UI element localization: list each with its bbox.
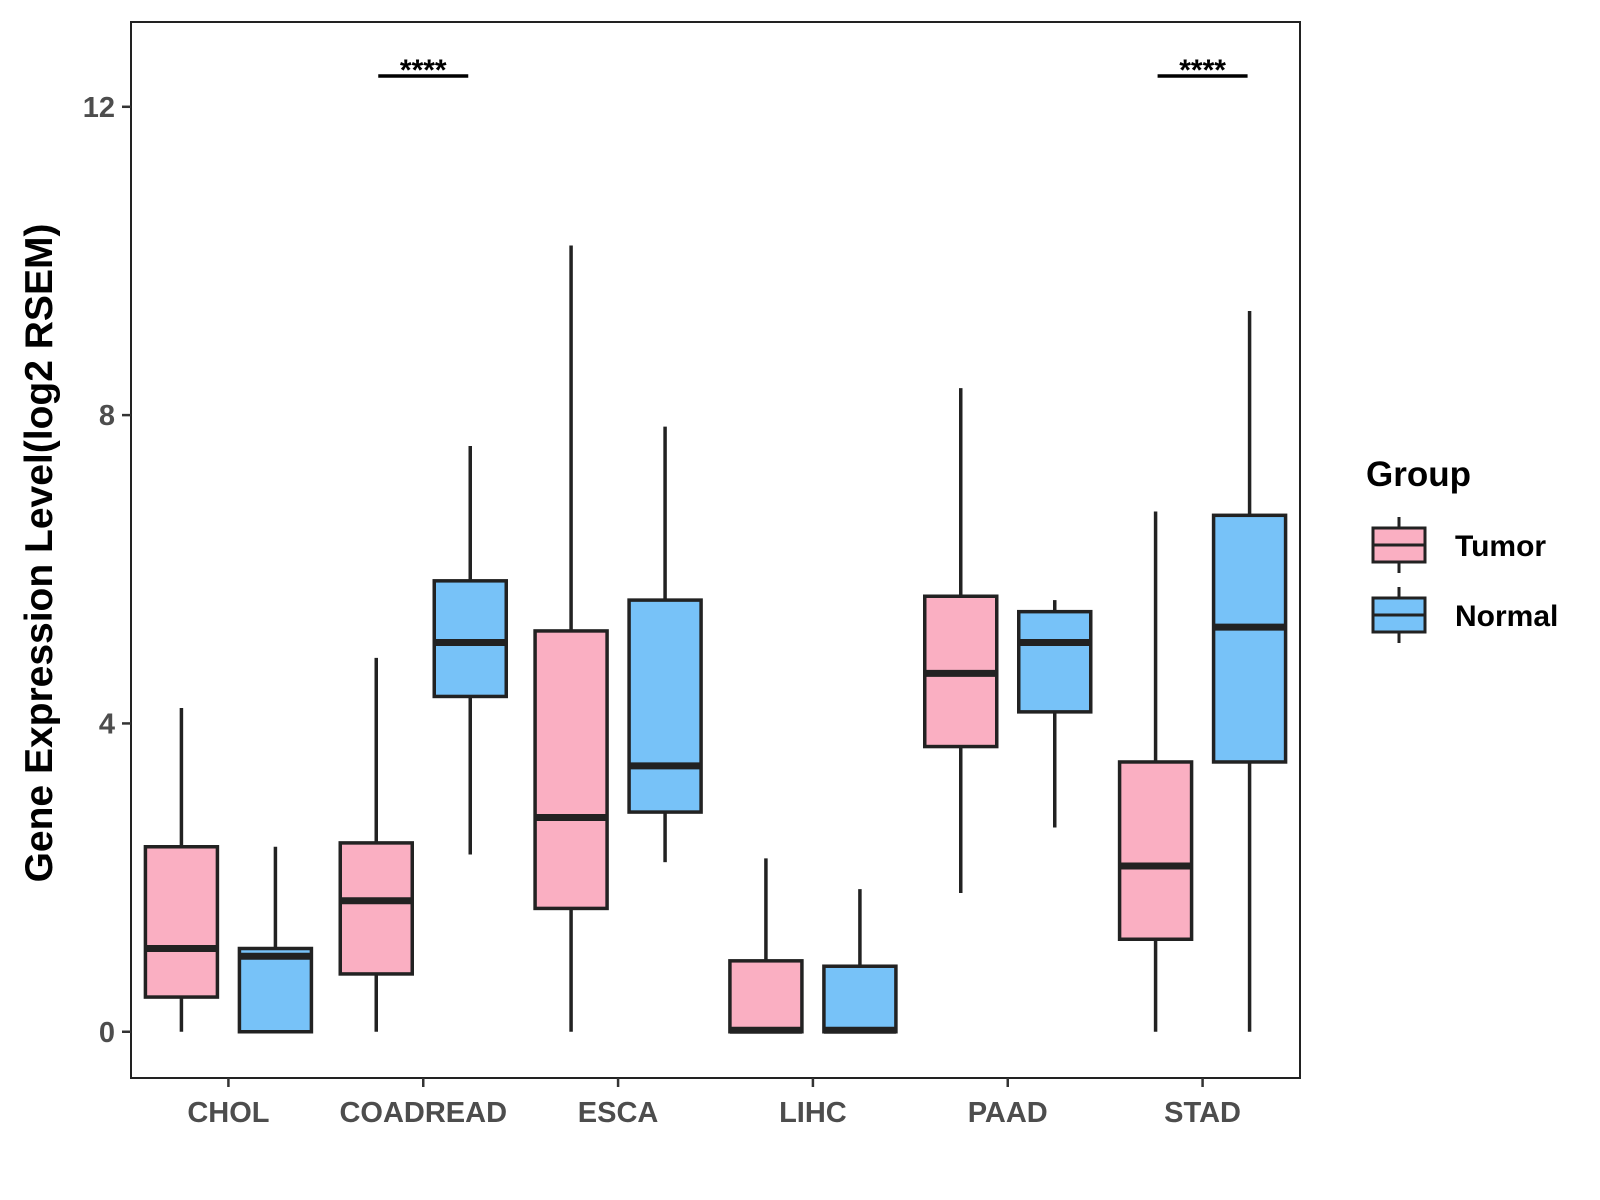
box-body bbox=[822, 964, 898, 1034]
box-body bbox=[432, 579, 508, 699]
box-body bbox=[728, 959, 804, 1034]
box-tumor-chol bbox=[143, 708, 220, 1032]
box-normal-stad bbox=[1211, 311, 1288, 1032]
legend-item-normal: Normal bbox=[1371, 587, 1558, 643]
y-tick-label: 8 bbox=[99, 400, 115, 432]
box-normal-coadread bbox=[432, 445, 508, 855]
box-body bbox=[627, 598, 703, 814]
x-tick-label: PAAD bbox=[968, 1097, 1048, 1129]
significance-label: **** bbox=[1179, 54, 1226, 87]
box-body bbox=[1017, 609, 1093, 714]
box-normal-chol bbox=[237, 846, 314, 1034]
x-tick-label: ESCA bbox=[578, 1097, 659, 1129]
box-body bbox=[1117, 760, 1194, 942]
y-tick-label: 4 bbox=[99, 708, 115, 740]
box-body bbox=[143, 845, 220, 999]
x-tick-label: COADREAD bbox=[339, 1097, 507, 1129]
box-body bbox=[1211, 513, 1288, 764]
x-axis: CHOL COADREAD ESCA LIHC PAAD STAD bbox=[187, 1078, 1241, 1129]
box-tumor-lihc bbox=[728, 858, 804, 1034]
y-tick-label: 12 bbox=[83, 92, 115, 124]
box-normal-lihc bbox=[822, 889, 898, 1034]
y-tick-label: 0 bbox=[99, 1017, 115, 1049]
box-tumor-paad bbox=[923, 388, 999, 894]
legend-label: Normal bbox=[1455, 600, 1558, 633]
box-body bbox=[338, 841, 414, 976]
x-tick-label: LIHC bbox=[779, 1097, 847, 1129]
legend-label: Tumor bbox=[1455, 530, 1546, 563]
box-normal-paad bbox=[1017, 600, 1093, 828]
box-tumor-coadread bbox=[338, 657, 414, 1032]
box-tumor-esca bbox=[533, 245, 609, 1032]
legend: Group Tumor Normal bbox=[1366, 455, 1558, 643]
y-axis: 0 4 8 12 bbox=[83, 92, 131, 1049]
plot-area: **** **** bbox=[130, 21, 1301, 1079]
significance-label: **** bbox=[400, 54, 447, 87]
x-tick-label: CHOL bbox=[187, 1097, 269, 1129]
legend-title: Group bbox=[1366, 455, 1471, 494]
box-body bbox=[533, 629, 609, 911]
legend-item-tumor: Tumor bbox=[1371, 517, 1546, 573]
x-tick-label: STAD bbox=[1164, 1097, 1241, 1129]
y-axis-title: Gene Expression Level(log2 RSEM) bbox=[18, 224, 61, 883]
plot-panel-border bbox=[130, 21, 1301, 1079]
box-tumor-stad bbox=[1117, 511, 1194, 1032]
box-body bbox=[237, 946, 314, 1034]
box-normal-esca bbox=[627, 426, 703, 863]
